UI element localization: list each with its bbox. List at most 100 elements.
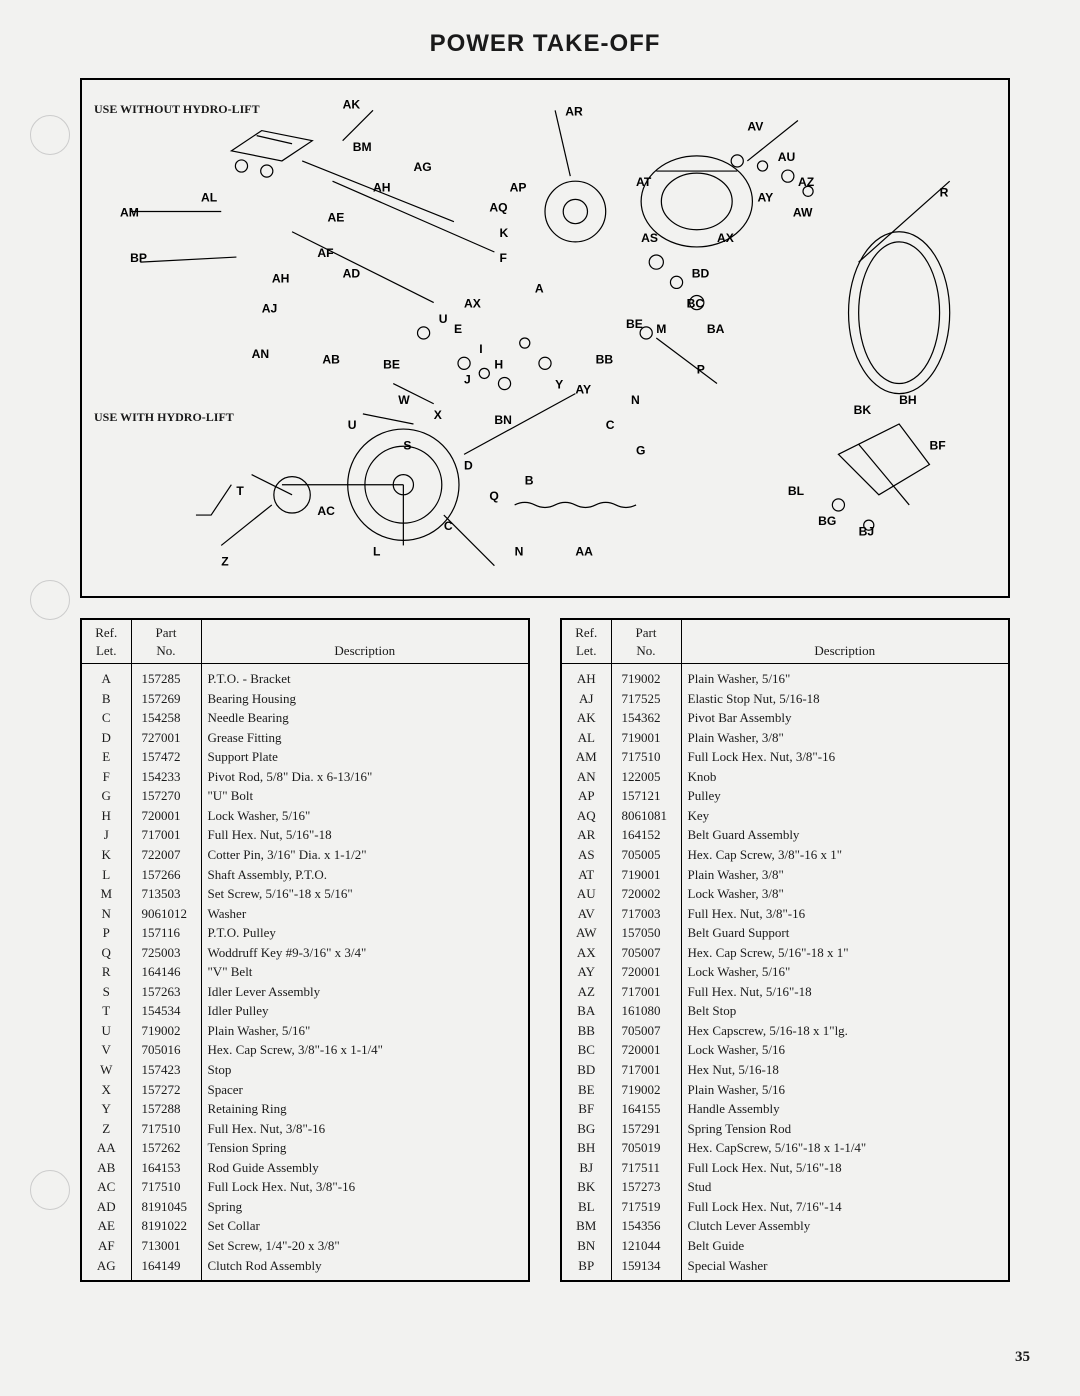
svg-text:BH: BH	[899, 393, 917, 407]
cell-part: 719002	[131, 1021, 201, 1041]
table-row: AJ717525Elastic Stop Nut, 5/16-18	[561, 689, 1009, 709]
cell-ref: AG	[81, 1256, 131, 1282]
cell-ref: N	[81, 904, 131, 924]
table-row: K722007Cotter Pin, 3/16" Dia. x 1-1/2"	[81, 845, 529, 865]
cell-part: 725003	[131, 943, 201, 963]
table-row: BP159134Special Washer	[561, 1256, 1009, 1282]
cell-part: 705007	[611, 943, 681, 963]
cell-ref: AU	[561, 884, 611, 904]
svg-text:BG: BG	[818, 514, 836, 528]
cell-desc: P.T.O. Pulley	[201, 923, 529, 943]
svg-text:L: L	[373, 545, 381, 559]
svg-text:D: D	[464, 459, 473, 473]
svg-text:BB: BB	[596, 352, 614, 366]
cell-desc: Washer	[201, 904, 529, 924]
cell-part: 157121	[611, 786, 681, 806]
cell-part: 159134	[611, 1256, 681, 1282]
cell-ref: AC	[81, 1177, 131, 1197]
svg-text:G: G	[636, 443, 645, 457]
cell-part: 157116	[131, 923, 201, 943]
cell-part: 157285	[131, 664, 201, 689]
cell-desc: Elastic Stop Nut, 5/16-18	[681, 689, 1009, 709]
cell-desc: P.T.O. - Bracket	[201, 664, 529, 689]
cell-part: 719002	[611, 664, 681, 689]
cell-part: 164152	[611, 825, 681, 845]
table-row: Y157288Retaining Ring	[81, 1099, 529, 1119]
svg-text:AN: AN	[252, 347, 270, 361]
svg-text:AV: AV	[747, 120, 763, 134]
table-row: AY720001Lock Washer, 5/16"	[561, 962, 1009, 982]
cell-desc: Hex. Cap Screw, 5/16"-18 x 1"	[681, 943, 1009, 963]
cell-part: 157472	[131, 747, 201, 767]
cell-ref: BM	[561, 1216, 611, 1236]
svg-text:I: I	[479, 342, 482, 356]
col-part: PartNo.	[611, 619, 681, 664]
svg-text:P: P	[697, 362, 705, 376]
svg-text:BP: BP	[130, 251, 147, 265]
cell-desc: Hex. CapScrew, 5/16"-18 x 1-1/4"	[681, 1138, 1009, 1158]
cell-ref: AM	[561, 747, 611, 767]
table-row: AP157121Pulley	[561, 786, 1009, 806]
cell-part: 154233	[131, 767, 201, 787]
cell-ref: U	[81, 1021, 131, 1041]
cell-ref: D	[81, 728, 131, 748]
cell-part: 154534	[131, 1001, 201, 1021]
svg-text:K: K	[499, 226, 508, 240]
table-row: N9061012Washer	[81, 904, 529, 924]
svg-text:T: T	[236, 484, 244, 498]
cell-part: 157269	[131, 689, 201, 709]
svg-text:B: B	[525, 474, 534, 488]
svg-text:X: X	[434, 408, 442, 422]
diagram-note-without: USE WITHOUT HYDRO-LIFT	[94, 102, 260, 117]
svg-text:AE: AE	[327, 211, 344, 225]
table-row: AS705005Hex. Cap Screw, 3/8"-16 x 1"	[561, 845, 1009, 865]
svg-text:AS: AS	[641, 231, 658, 245]
cell-ref: AV	[561, 904, 611, 924]
cell-desc: Grease Fitting	[201, 728, 529, 748]
cell-desc: Needle Bearing	[201, 708, 529, 728]
cell-ref: F	[81, 767, 131, 787]
table-row: AM717510Full Lock Hex. Nut, 3/8"-16	[561, 747, 1009, 767]
cell-desc: Spring	[201, 1197, 529, 1217]
cell-part: 720001	[611, 1040, 681, 1060]
svg-text:A: A	[535, 281, 544, 295]
cell-desc: Belt Guard Assembly	[681, 825, 1009, 845]
cell-part: 719001	[611, 728, 681, 748]
table-row: BE719002Plain Washer, 5/16	[561, 1080, 1009, 1100]
cell-part: 717510	[131, 1119, 201, 1139]
table-row: S157263Idler Lever Assembly	[81, 982, 529, 1002]
svg-text:U: U	[348, 418, 357, 432]
cell-desc: Lock Washer, 3/8"	[681, 884, 1009, 904]
cell-desc: Shaft Assembly, P.T.O.	[201, 865, 529, 885]
table-row: BD717001Hex Nut, 5/16-18	[561, 1060, 1009, 1080]
page-title: POWER TAKE-OFF	[60, 30, 1030, 58]
cell-desc: Spacer	[201, 1080, 529, 1100]
svg-text:AP: AP	[510, 180, 527, 194]
cell-part: 8061081	[611, 806, 681, 826]
cell-desc: Plain Washer, 5/16"	[201, 1021, 529, 1041]
svg-text:N: N	[515, 545, 524, 559]
cell-ref: AL	[561, 728, 611, 748]
cell-desc: Set Screw, 5/16"-18 x 5/16"	[201, 884, 529, 904]
cell-ref: AW	[561, 923, 611, 943]
table-row: BB705007Hex Capscrew, 5/16-18 x 1"lg.	[561, 1021, 1009, 1041]
page-number: 35	[1015, 1349, 1030, 1366]
cell-desc: Set Collar	[201, 1216, 529, 1236]
table-row: M713503Set Screw, 5/16"-18 x 5/16"	[81, 884, 529, 904]
cell-part: 705005	[611, 845, 681, 865]
cell-ref: H	[81, 806, 131, 826]
table-row: AU720002Lock Washer, 3/8"	[561, 884, 1009, 904]
parts-table-left: Ref.Let. PartNo. Description A157285P.T.…	[80, 618, 530, 1282]
cell-part: 121044	[611, 1236, 681, 1256]
cell-part: 717001	[611, 982, 681, 1002]
cell-desc: Stop	[201, 1060, 529, 1080]
cell-ref: P	[81, 923, 131, 943]
svg-text:F: F	[499, 251, 506, 265]
table-row: AB164153Rod Guide Assembly	[81, 1158, 529, 1178]
cell-ref: AX	[561, 943, 611, 963]
svg-text:AR: AR	[565, 104, 583, 118]
svg-text:AQ: AQ	[489, 201, 507, 215]
svg-text:C: C	[606, 418, 615, 432]
cell-desc: Woddruff Key #9-3/16" x 3/4"	[201, 943, 529, 963]
table-row: AX705007Hex. Cap Screw, 5/16"-18 x 1"	[561, 943, 1009, 963]
